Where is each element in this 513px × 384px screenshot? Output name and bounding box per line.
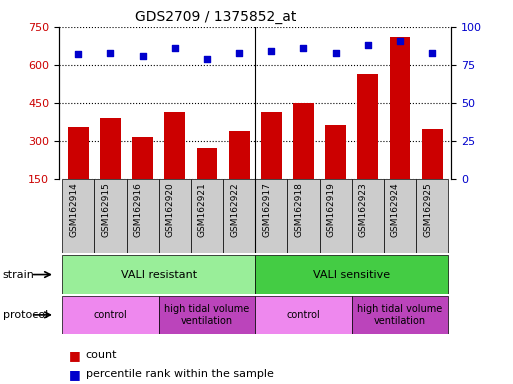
Bar <box>358 74 378 217</box>
Point <box>396 38 404 44</box>
Bar <box>191 179 223 253</box>
Bar <box>255 296 352 334</box>
Text: GSM162921: GSM162921 <box>198 182 207 237</box>
Text: GSM162918: GSM162918 <box>294 182 304 237</box>
Bar <box>320 179 352 253</box>
Bar <box>159 296 255 334</box>
Bar <box>416 179 448 253</box>
Text: GSM162919: GSM162919 <box>327 182 336 237</box>
Bar <box>223 179 255 253</box>
Text: GSM162925: GSM162925 <box>423 182 432 237</box>
Point <box>267 48 275 54</box>
Text: GSM162914: GSM162914 <box>69 182 78 237</box>
Text: high tidal volume
ventilation: high tidal volume ventilation <box>358 304 443 326</box>
Text: GSM162923: GSM162923 <box>359 182 368 237</box>
Bar <box>132 137 153 217</box>
Text: ■: ■ <box>69 349 81 362</box>
Text: GSM162920: GSM162920 <box>166 182 175 237</box>
Text: percentile rank within the sample: percentile rank within the sample <box>86 369 273 379</box>
Text: GSM162922: GSM162922 <box>230 182 239 237</box>
Text: strain: strain <box>3 270 34 280</box>
Bar <box>94 179 127 253</box>
Point <box>428 50 436 56</box>
Text: ■: ■ <box>69 368 81 381</box>
Bar <box>68 127 89 217</box>
Bar <box>389 37 410 217</box>
Text: count: count <box>86 350 117 360</box>
Text: VALI sensitive: VALI sensitive <box>313 270 390 280</box>
Bar <box>62 179 94 253</box>
Text: protocol: protocol <box>3 310 48 320</box>
Bar <box>62 255 255 294</box>
Text: GSM162924: GSM162924 <box>391 182 400 237</box>
Bar <box>293 103 314 217</box>
Bar <box>352 296 448 334</box>
Bar <box>62 296 159 334</box>
Point <box>331 50 340 56</box>
Bar <box>100 118 121 217</box>
Text: VALI resistant: VALI resistant <box>121 270 197 280</box>
Point <box>74 51 83 57</box>
Text: GSM162917: GSM162917 <box>262 182 271 237</box>
Bar <box>196 148 218 217</box>
Point <box>106 50 114 56</box>
Bar <box>352 179 384 253</box>
Point <box>203 56 211 62</box>
Bar <box>127 179 159 253</box>
Text: GSM162915: GSM162915 <box>102 182 110 237</box>
Bar <box>164 112 185 217</box>
Point <box>235 50 243 56</box>
Bar <box>255 255 448 294</box>
Bar <box>384 179 416 253</box>
Text: GDS2709 / 1375852_at: GDS2709 / 1375852_at <box>135 10 296 23</box>
Bar <box>229 131 250 217</box>
Text: control: control <box>93 310 127 320</box>
Point <box>364 42 372 48</box>
Point <box>300 45 308 51</box>
Bar <box>261 112 282 217</box>
Bar <box>287 179 320 253</box>
Bar <box>159 179 191 253</box>
Point <box>171 45 179 51</box>
Text: high tidal volume
ventilation: high tidal volume ventilation <box>164 304 250 326</box>
Bar <box>325 126 346 217</box>
Text: GSM162916: GSM162916 <box>133 182 143 237</box>
Text: control: control <box>287 310 320 320</box>
Point <box>139 53 147 59</box>
Bar <box>255 179 287 253</box>
Bar <box>422 129 443 217</box>
